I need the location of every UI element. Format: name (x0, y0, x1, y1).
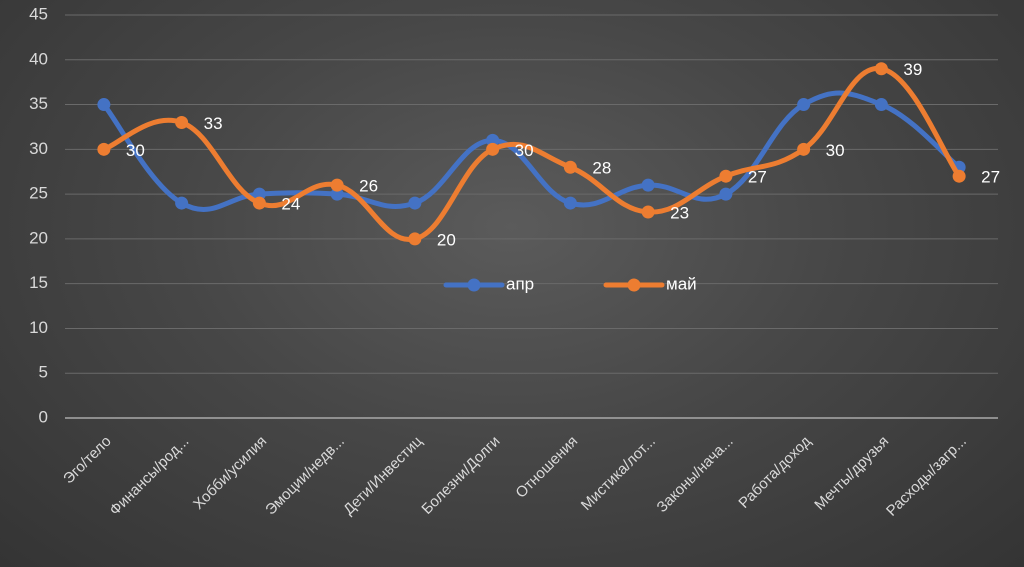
y-tick-label: 10 (29, 318, 48, 337)
series-layer (97, 62, 966, 246)
data-label: 27 (981, 168, 1000, 187)
data-label: 30 (515, 141, 534, 160)
data-point (97, 98, 111, 112)
data-point (719, 187, 733, 201)
y-tick-label: 45 (29, 4, 48, 23)
data-point (563, 160, 577, 174)
data-point (641, 178, 655, 192)
data-point (952, 169, 966, 183)
data-label: 23 (670, 204, 689, 223)
legend-label: май (666, 274, 697, 293)
series-2 (97, 62, 966, 246)
data-point (408, 232, 422, 246)
x-tick-label: Мечты/друзья (811, 433, 892, 514)
data-point (175, 115, 189, 129)
legend-swatch-marker (467, 278, 481, 292)
data-label: 39 (903, 60, 922, 79)
data-point (97, 142, 111, 156)
data-label: 27 (748, 168, 767, 187)
data-point (797, 142, 811, 156)
data-point (330, 178, 344, 192)
series-line (101, 66, 962, 242)
y-tick-label: 35 (29, 94, 48, 113)
data-label: 33 (204, 114, 223, 133)
data-label: 28 (592, 159, 611, 178)
data-point (252, 196, 266, 210)
x-tick-label: Мистика/лот... (578, 433, 659, 514)
data-point (874, 98, 888, 112)
data-point (874, 62, 888, 76)
data-point (252, 187, 266, 201)
y-tick-label: 40 (29, 49, 48, 68)
y-tick-label: 5 (39, 363, 48, 382)
legend-label: апр (506, 274, 534, 293)
y-tick-label: 20 (29, 228, 48, 247)
y-tick-label: 0 (39, 407, 48, 426)
series-line (101, 90, 962, 212)
y-tick-label: 25 (29, 184, 48, 203)
x-tick-label: Расходы/загр... (883, 433, 970, 520)
legend-item: май (603, 274, 697, 293)
y-tick-label: 15 (29, 273, 48, 292)
legend: апр май (443, 274, 697, 293)
x-tick-label: Отношения (512, 433, 581, 502)
y-tick-label: 30 (29, 139, 48, 158)
data-point (797, 98, 811, 112)
data-label: 30 (826, 141, 845, 160)
data-label: 30 (126, 141, 145, 160)
data-point (175, 196, 189, 210)
x-axis-ticks: Эго/телоФинансы/род...Хобби/усилияЭмоции… (60, 433, 970, 520)
x-tick-label: Финансы/род... (106, 433, 192, 519)
legend-swatch-marker (627, 278, 641, 292)
data-label: 26 (359, 177, 378, 196)
data-point (486, 142, 500, 156)
y-axis-ticks: 0 5 10 15 20 25 30 35 40 45 (29, 4, 48, 426)
x-tick-label: Хобби/усилия (190, 433, 270, 513)
series-1 (97, 90, 966, 212)
legend-item: апр (443, 274, 534, 293)
x-tick-label: Законы/нача... (653, 433, 736, 516)
x-tick-label: Эмоции/недв... (262, 433, 348, 519)
data-point (563, 196, 577, 210)
data-labels: 30 33 24 26 20 30 28 23 27 30 39 27 (126, 60, 1000, 249)
x-tick-label: Болезни/Долги (418, 433, 503, 518)
data-point (719, 169, 733, 183)
data-point (486, 133, 500, 147)
data-point (330, 187, 344, 201)
data-point (408, 196, 422, 210)
x-tick-label: Работа/доход (735, 433, 814, 512)
data-label: 20 (437, 230, 456, 249)
x-tick-label: Дети/Инвестиц (340, 433, 426, 519)
data-point (641, 205, 655, 219)
x-tick-label: Эго/тело (60, 433, 115, 488)
data-label: 24 (281, 195, 300, 214)
